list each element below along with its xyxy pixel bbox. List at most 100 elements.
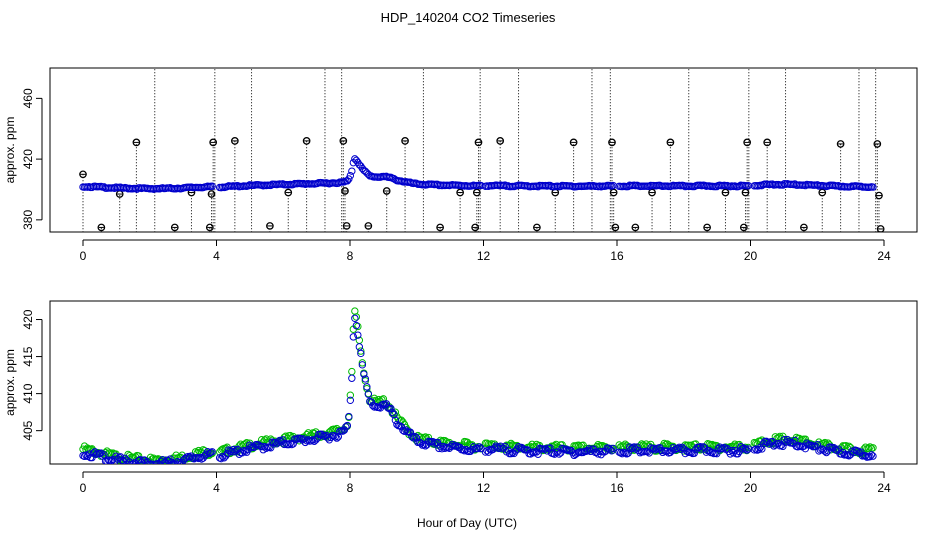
data-point [869,452,877,460]
data-point [553,448,562,456]
x-tick-label: 24 [877,249,891,263]
outlier-point [382,187,391,195]
panel-top: 0 4 8 12 16 20 24 380 420 460 approx. ppm [3,54,918,263]
y-axis-label-top: approx. ppm [3,117,17,184]
data-point [352,313,361,321]
data-point [208,448,216,456]
panel-bottom: 0 4 8 12 16 20 24 405 410 415 420 approx. ppm [3,300,918,495]
data-point [276,436,284,445]
outlier-point [132,138,141,147]
data-point [357,349,365,358]
data-point [816,446,825,454]
data-point [719,444,727,453]
data-point [866,443,874,451]
data-point [764,438,772,446]
data-point [690,449,698,457]
data-point [345,175,353,183]
plot-frame-bottom [49,300,918,465]
outlier-point [743,138,752,147]
data-point [124,460,132,464]
data-point [864,444,873,452]
data-point [274,438,282,446]
outlier-point [284,188,293,197]
x-axis-top: 0 4 8 12 16 20 24 [80,239,891,263]
data-point [741,445,750,453]
outlier-point [456,188,464,197]
y-tick-label: 405 [21,420,35,440]
data-point [606,445,614,454]
data-point [708,440,716,449]
data-point [358,361,367,369]
data-point [609,444,617,453]
x-tick-label: 12 [477,481,491,495]
x-tick-label: 4 [213,249,220,263]
outlier-point [876,225,885,232]
y-axis-label-bottom: approx. ppm [3,349,17,416]
y-tick-label: 420 [21,309,35,329]
outlier-point [401,137,409,145]
outlier-point [302,137,311,145]
data-point [345,412,353,421]
outlier-point [533,223,541,232]
x-tick-label: 20 [744,249,758,263]
outlier-point [207,190,216,198]
data-point [348,367,356,376]
outlier-point [266,222,274,230]
outlier-point [496,137,505,145]
data-point [708,448,716,456]
data-point [529,449,538,457]
chart-title: HDP_140204 CO2 Timeseries [381,10,556,25]
data-point [194,454,203,463]
data-point [348,167,356,175]
outlier-point [873,140,882,148]
data-point [408,433,416,441]
data-point [208,182,216,190]
y-tick-label: 420 [21,149,35,169]
outlier-point [686,54,692,60]
data-point [409,434,418,442]
x-tick-label: 20 [744,481,758,495]
data-point [354,322,362,331]
data-point [541,445,550,453]
outlier-point [782,54,788,60]
data-point [343,421,352,430]
data-point [474,444,482,453]
data-point [562,445,571,454]
data-point [387,404,395,413]
data-point [349,333,358,341]
data-point [203,448,212,456]
data-point [758,445,766,453]
data-point [148,460,156,464]
plot-frame-top [49,67,918,233]
outlier-point [703,223,711,232]
data-point [660,439,668,448]
outlier-point [79,170,87,179]
data-point [333,434,341,442]
data-point [348,374,356,382]
data-point [309,436,317,444]
data-point [286,439,294,448]
data-point [285,440,293,449]
data-point [555,450,563,458]
data-point [867,451,876,459]
data-point [854,447,862,455]
outlier-point [471,223,480,232]
data-point [121,454,129,463]
data-point [388,408,397,417]
data-point [355,343,364,351]
data-point [351,314,359,322]
data-point [633,443,641,451]
data-point [128,460,137,464]
outlier-point [800,223,808,232]
data-point [675,443,683,452]
data-point [262,444,270,452]
y-tick-label: 380 [21,210,35,230]
outlier-point [666,138,675,147]
data-point [734,450,742,458]
outlier-point [746,54,752,60]
outlier-point [420,54,426,60]
data-point [713,449,721,458]
data-point [411,432,419,441]
data-point [196,453,204,462]
